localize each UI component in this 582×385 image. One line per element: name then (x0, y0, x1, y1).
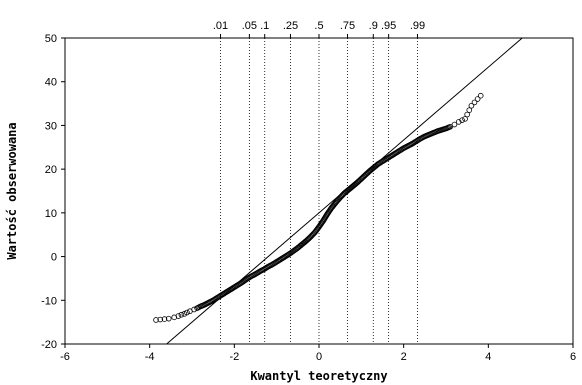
y-tick-label: 50 (45, 33, 57, 45)
probability-label: .5 (314, 20, 323, 32)
x-tick-label: -2 (229, 351, 239, 363)
y-tick-label: 40 (45, 77, 57, 89)
data-point (153, 317, 159, 323)
data-point (165, 315, 172, 322)
y-tick-label: -20 (41, 339, 57, 351)
probability-label: .75 (340, 20, 355, 32)
x-tick-label: 0 (316, 351, 322, 363)
data-point (175, 313, 182, 319)
x-tick-label: -4 (145, 351, 155, 363)
probability-label: .25 (283, 20, 298, 32)
data-point (451, 121, 458, 128)
data-point (184, 309, 190, 316)
data-point (178, 311, 185, 318)
x-axis-label: Kwantyl teoretyczny (250, 369, 387, 383)
data-points (153, 92, 484, 323)
probability-label: .05 (242, 20, 257, 32)
y-tick-label: 30 (45, 120, 57, 132)
data-point (161, 316, 168, 322)
x-tick-label: 4 (485, 351, 491, 363)
y-axis-label: Wartość obserwowana (5, 122, 19, 259)
data-point (455, 119, 462, 125)
probability-label: .01 (213, 20, 228, 32)
x-tick-label: 6 (570, 351, 576, 363)
y-tick-label: 10 (45, 208, 57, 220)
y-tick-label: -10 (41, 295, 57, 307)
x-axis: -6 -4 -2 0 2 4 6 (60, 344, 576, 363)
probability-label: .95 (381, 20, 396, 32)
x-tick-label: 2 (401, 351, 407, 363)
x-tick-label: -6 (60, 351, 70, 363)
data-point (468, 102, 475, 109)
y-axis: -20 -10 0 10 20 30 40 50 (41, 33, 65, 351)
probability-label: .99 (410, 20, 425, 32)
data-point (157, 316, 164, 323)
data-point (466, 107, 473, 113)
data-point (464, 111, 470, 118)
data-point (462, 116, 468, 122)
data-point (477, 92, 484, 99)
y-tick-label: 20 (45, 164, 57, 176)
y-tick-label: 0 (51, 252, 57, 264)
probability-label: .1 (260, 20, 269, 32)
data-point (474, 96, 481, 102)
data-point (471, 99, 478, 106)
data-point (459, 117, 465, 123)
probability-label: .9 (369, 20, 378, 32)
data-point (447, 123, 454, 130)
